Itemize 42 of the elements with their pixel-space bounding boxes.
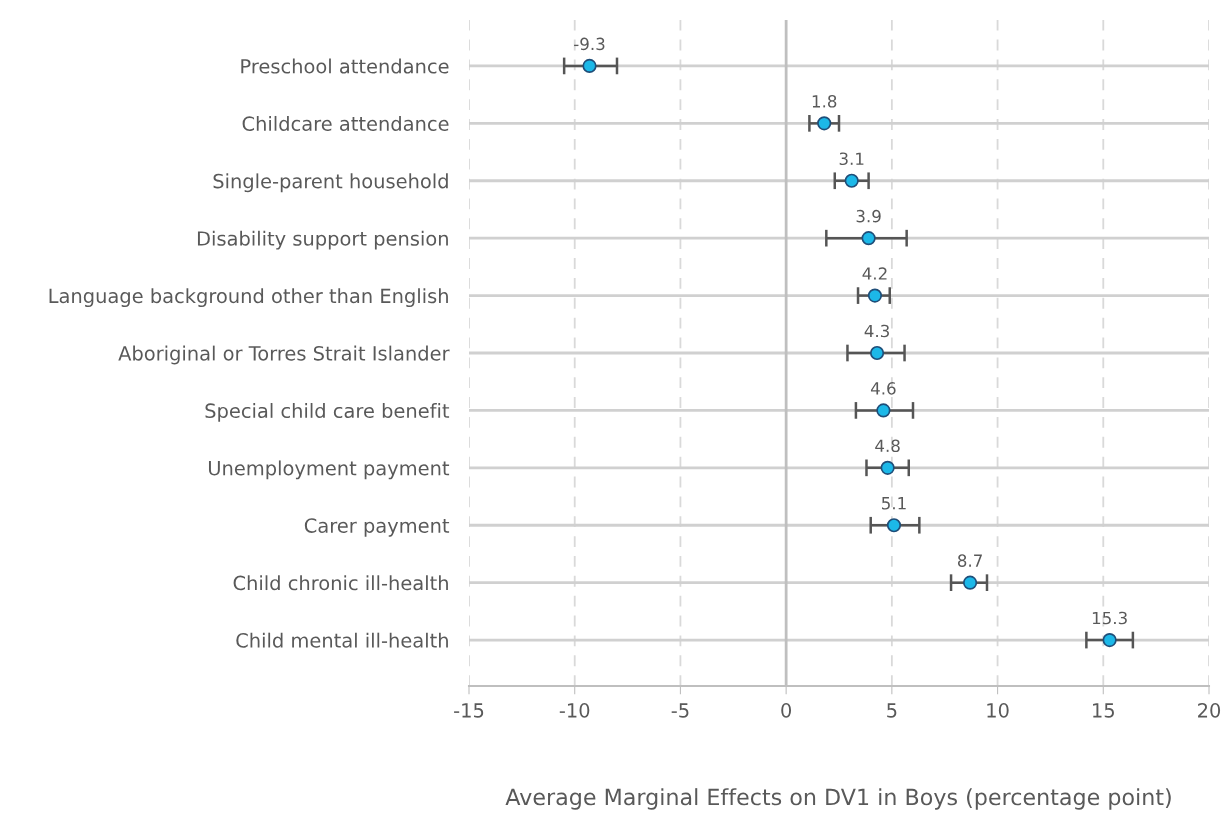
point [869,345,885,361]
data-label: 5.1 [882,497,906,510]
y-tick-label: Single-parent household [213,173,448,193]
point [963,575,978,590]
point [880,460,895,475]
data-label: 8.7 [957,554,982,567]
x-tick-label: -15 [454,703,484,718]
point [867,288,883,303]
y-tick-label: Preschool attendance [241,58,449,74]
y-tick-label: Childcare attendance [242,115,449,132]
point [817,116,832,131]
x-tick-label: 5 [887,703,897,718]
data-label: 4.2 [862,267,887,280]
x-tick-label: -5 [671,703,689,718]
data-label: 3.1 [839,152,864,166]
data-label: 3.9 [856,209,881,223]
y-tick-label: Unemployment payment [208,460,450,480]
y-tick-label: Child chronic ill-health [233,575,448,591]
data-label: 4.3 [864,324,889,338]
data-label: -9.3 [574,37,605,51]
point [861,231,876,246]
point [886,518,902,533]
data-label: 15.3 [1092,611,1127,625]
x-tick-label: 0 [781,703,792,718]
x-axis-title: Average Marginal Effects on DV1 in Boys (percentage point) [505,788,1171,810]
y-tick-label: Disability support pension [197,230,448,250]
x-tick-label: 20 [1198,703,1221,718]
x-tick-label: 15 [1093,703,1114,718]
point [876,403,891,418]
point [1102,632,1117,648]
y-tick-label: Aboriginal or Torres Strait Islander [118,345,450,365]
x-tick-label: 10 [987,703,1009,718]
data-label: 1.8 [812,95,837,108]
data-label: 4.6 [870,382,896,395]
x-tick-label: -10 [559,703,590,718]
point [844,173,859,188]
y-tick-label: Language background other than English [49,288,448,308]
y-tick-label: Carer payment [304,518,450,537]
y-tick-label: Special child care benefit [205,403,450,422]
data-label: 4.8 [875,439,900,453]
y-tick-label: Child mental ill-health [236,632,448,648]
point [582,58,597,74]
